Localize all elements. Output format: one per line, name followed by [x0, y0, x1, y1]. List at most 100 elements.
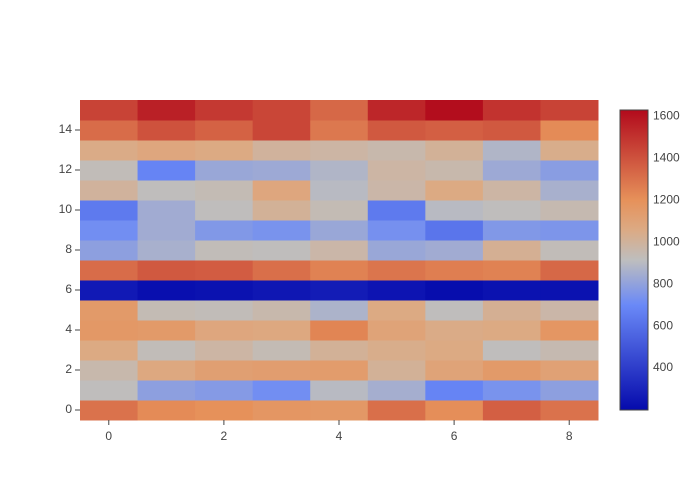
heatmap-cell [310, 140, 369, 161]
heatmap-cell [252, 120, 311, 141]
heatmap-cell [540, 400, 599, 421]
heatmap-cell [482, 360, 541, 381]
heatmap-cell [482, 220, 541, 241]
heatmap-cell [80, 140, 139, 161]
heatmap-cell [137, 260, 196, 281]
heatmap-cell [367, 340, 426, 361]
heatmap-cell [195, 340, 254, 361]
heatmap-cell [195, 300, 254, 321]
y-tick-label: 8 [65, 242, 72, 256]
heatmap-cell [367, 400, 426, 421]
heatmap-cell [482, 140, 541, 161]
heatmap-cell [310, 200, 369, 221]
heatmap-cell [425, 260, 484, 281]
heatmap-cell [310, 220, 369, 241]
heatmap-cell [252, 300, 311, 321]
heatmap-cell [252, 200, 311, 221]
heatmap-cell [540, 140, 599, 161]
heatmap-cell [310, 260, 369, 281]
heatmap-cell [137, 360, 196, 381]
heatmap-cell [195, 360, 254, 381]
heatmap-cell [252, 360, 311, 381]
heatmap-cell [482, 100, 541, 121]
heatmap-cell [425, 340, 484, 361]
heatmap-cell [367, 100, 426, 121]
heatmap-cell [80, 160, 139, 181]
heatmap-cell [425, 300, 484, 321]
heatmap-cell [367, 240, 426, 261]
heatmap-cell [195, 120, 254, 141]
colorbar-tick-label: 800 [653, 276, 673, 290]
heatmap-cell [482, 320, 541, 341]
heatmap-cell [80, 400, 139, 421]
heatmap-cell [367, 160, 426, 181]
heatmap-cell [367, 300, 426, 321]
heatmap-cell [425, 220, 484, 241]
colorbar-tick-label: 1600 [653, 108, 680, 122]
heatmap-cell [482, 280, 541, 301]
heatmap-cell [425, 100, 484, 121]
heatmap-cell [137, 280, 196, 301]
heatmap-cell [195, 220, 254, 241]
heatmap-cell [482, 380, 541, 401]
heatmap-cell [367, 120, 426, 141]
heatmap-cell [540, 160, 599, 181]
heatmap-cell [80, 120, 139, 141]
heatmap-cell [310, 180, 369, 201]
heatmap-cell [195, 240, 254, 261]
heatmap-cell [310, 340, 369, 361]
heatmap-cell [540, 300, 599, 321]
heatmap-cell [195, 180, 254, 201]
heatmap-cell [252, 320, 311, 341]
heatmap-cell [80, 320, 139, 341]
heatmap-cell [367, 280, 426, 301]
y-tick-label: 12 [59, 162, 73, 176]
heatmap-cell [540, 220, 599, 241]
heatmap-cell [80, 220, 139, 241]
heatmap-cell [540, 100, 599, 121]
heatmap-cell [367, 320, 426, 341]
heatmap-cell [310, 300, 369, 321]
heatmap-cell [252, 240, 311, 261]
heatmap-cell [310, 120, 369, 141]
heatmap-cell [540, 120, 599, 141]
heatmap-cell [367, 260, 426, 281]
heatmap-cell [137, 140, 196, 161]
heatmap-cell [425, 320, 484, 341]
heatmap-cell [80, 260, 139, 281]
heatmap-cell [482, 200, 541, 221]
heatmap-cell [137, 240, 196, 261]
heatmap-cell [80, 380, 139, 401]
heatmap-cell [137, 120, 196, 141]
heatmap-cell [367, 140, 426, 161]
heatmap-cell [252, 340, 311, 361]
heatmap-cell [367, 380, 426, 401]
heatmap-cell [252, 140, 311, 161]
heatmap-cell [482, 300, 541, 321]
heatmap-cell [195, 260, 254, 281]
heatmap-cell [252, 100, 311, 121]
heatmap-cell [252, 220, 311, 241]
x-tick-label: 2 [221, 429, 228, 443]
heatmap-cell [310, 360, 369, 381]
x-tick-label: 8 [566, 429, 573, 443]
heatmap-cell [310, 240, 369, 261]
heatmap-cell [80, 100, 139, 121]
heatmap-cell [367, 220, 426, 241]
heatmap-cell [540, 200, 599, 221]
heatmap-cell [310, 280, 369, 301]
heatmap-cell [482, 160, 541, 181]
heatmap-cell [252, 260, 311, 281]
heatmap-cell [195, 160, 254, 181]
heatmap-cell [137, 160, 196, 181]
heatmap-cell [540, 280, 599, 301]
heatmap-cell [137, 300, 196, 321]
colorbar-tick-label: 400 [653, 360, 673, 374]
heatmap-cell [425, 200, 484, 221]
heatmap-cell [195, 100, 254, 121]
x-tick-label: 6 [451, 429, 458, 443]
heatmap-cell [425, 140, 484, 161]
heatmap-cell [252, 280, 311, 301]
y-tick-label: 10 [59, 202, 73, 216]
